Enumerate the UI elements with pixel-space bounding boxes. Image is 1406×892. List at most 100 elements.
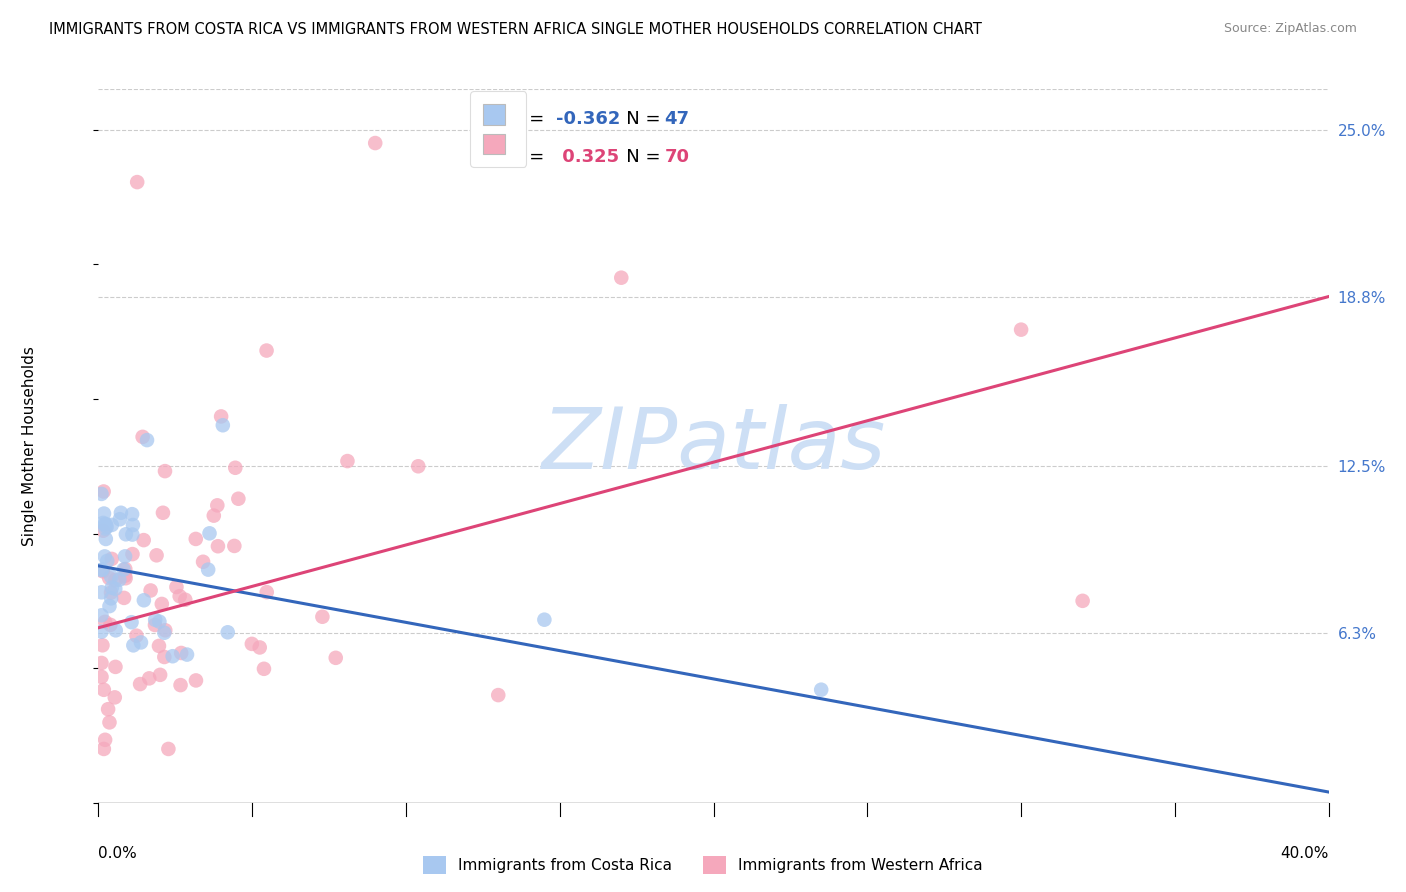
Point [90, 487, 112, 501]
Point [90, 608, 112, 623]
Text: 40.0%: 40.0% [1281, 846, 1329, 861]
Point [176, 648, 198, 662]
Point [114, 549, 136, 564]
Point [184, 532, 207, 546]
Point [129, 635, 152, 649]
Point [112, 591, 135, 605]
Text: 70: 70 [665, 148, 689, 166]
Point [93, 484, 115, 499]
Text: ZIPatlas: ZIPatlas [541, 404, 886, 488]
Point [104, 582, 127, 596]
Point [114, 568, 136, 582]
Point [153, 625, 176, 640]
Point [94, 522, 117, 536]
Point [169, 678, 191, 692]
Point [98, 571, 121, 585]
Point [150, 597, 173, 611]
Point [1010, 323, 1032, 337]
Point [121, 527, 143, 541]
Text: R =: R = [510, 148, 550, 166]
Point [228, 491, 250, 506]
Point [93, 507, 115, 521]
Point [157, 742, 180, 756]
Point [104, 660, 127, 674]
Point [90, 670, 112, 684]
Point [148, 615, 170, 629]
Point [93, 517, 115, 532]
Point [94, 615, 117, 629]
Point [311, 609, 333, 624]
Point [153, 464, 176, 478]
Text: N =: N = [609, 148, 666, 166]
Point [100, 570, 122, 584]
Point [610, 270, 633, 285]
Text: IMMIGRANTS FROM COSTA RICA VS IMMIGRANTS FROM WESTERN AFRICA SINGLE MOTHER HOUSE: IMMIGRANTS FROM COSTA RICA VS IMMIGRANTS… [49, 22, 981, 37]
Point [93, 742, 115, 756]
Point [139, 583, 162, 598]
Point [125, 629, 148, 643]
Point [132, 593, 155, 607]
Point [104, 573, 127, 587]
Point [256, 343, 278, 358]
Point [152, 506, 174, 520]
Point [94, 732, 117, 747]
Point [110, 506, 132, 520]
Point [90, 585, 112, 599]
Point [198, 526, 221, 541]
Point [169, 589, 191, 603]
Point [129, 677, 152, 691]
Point [217, 625, 239, 640]
Point [253, 662, 276, 676]
Point [364, 136, 387, 150]
Legend: Immigrants from Costa Rica, Immigrants from Western Africa: Immigrants from Costa Rica, Immigrants f… [418, 850, 988, 880]
Point [114, 562, 136, 576]
Point [224, 539, 246, 553]
Point [98, 599, 121, 614]
Point [132, 533, 155, 548]
Point [165, 580, 187, 594]
Point [98, 715, 121, 730]
Point [100, 591, 122, 606]
Point [143, 618, 166, 632]
Point [207, 539, 229, 553]
Text: -0.362: -0.362 [557, 111, 620, 128]
Point [112, 563, 135, 577]
Point [91, 524, 114, 538]
Point [406, 459, 429, 474]
Point [100, 552, 122, 566]
Point [122, 638, 145, 652]
Point [170, 646, 193, 660]
Point [101, 518, 124, 533]
Point [197, 563, 219, 577]
Point [184, 673, 207, 688]
Point [207, 499, 229, 513]
Point [121, 507, 143, 521]
Point [325, 650, 347, 665]
Text: 0.325: 0.325 [557, 148, 619, 166]
Point [91, 516, 114, 530]
Point [155, 624, 177, 638]
Point [136, 433, 159, 447]
Legend: , : , [471, 91, 526, 167]
Point [108, 573, 131, 587]
Point [486, 688, 509, 702]
Point [97, 702, 120, 716]
Text: R =: R = [510, 111, 550, 128]
Point [114, 571, 136, 585]
Point [256, 585, 278, 599]
Point [93, 549, 115, 564]
Point [94, 532, 117, 546]
Text: N =: N = [609, 111, 666, 128]
Point [121, 615, 143, 630]
Point [94, 517, 117, 532]
Point [240, 637, 263, 651]
Point [104, 624, 127, 638]
Point [127, 175, 149, 189]
Text: 0.0%: 0.0% [98, 846, 138, 861]
Point [211, 418, 233, 433]
Point [209, 409, 232, 424]
Point [91, 638, 114, 652]
Point [122, 518, 145, 533]
Point [90, 624, 112, 639]
Point [138, 671, 160, 685]
